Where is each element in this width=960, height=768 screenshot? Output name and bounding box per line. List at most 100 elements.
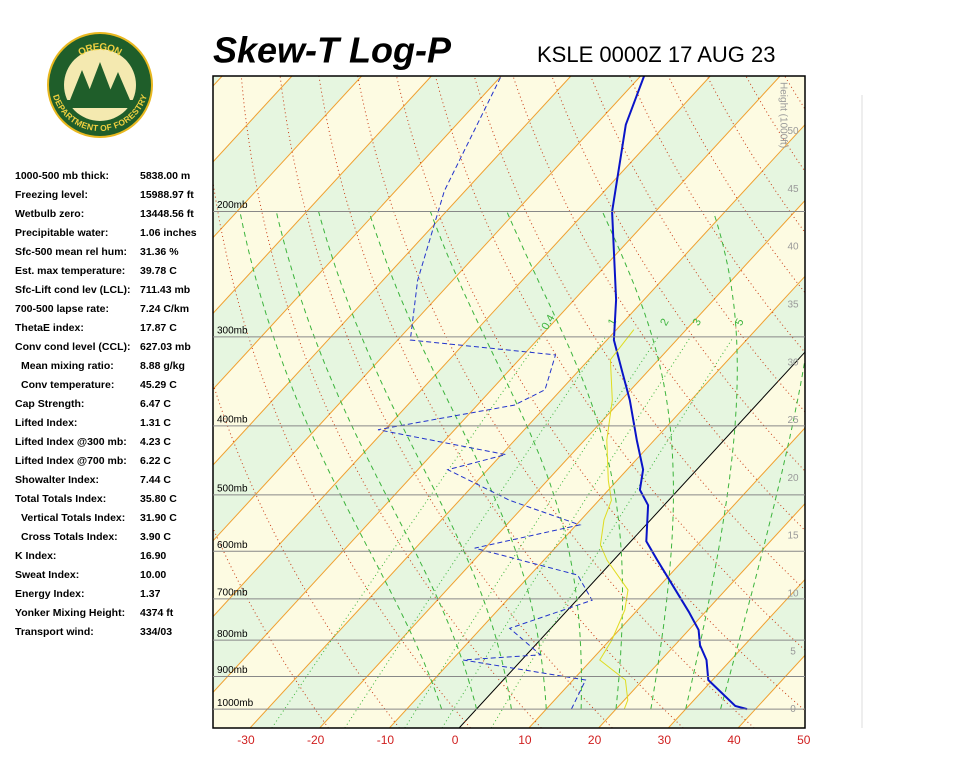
stat-value: 4.23 C (140, 436, 171, 448)
isotherm (213, 76, 502, 390)
stat-value: 7.44 C (140, 474, 171, 486)
x-tick-label: 0 (452, 733, 459, 747)
stat-value: 711.43 mb (140, 284, 190, 296)
stat-label: Energy Index: (15, 588, 84, 600)
mixing-ratio-line (490, 336, 734, 728)
stat-label: Cross Totals Index: (21, 531, 118, 543)
dry-adiabat (551, 76, 805, 472)
isotherm-band (213, 76, 805, 728)
height-axis-title: Height (1000ft) (777, 82, 788, 148)
stat-label: Conv temperature: (21, 379, 114, 391)
isotherm (249, 123, 805, 728)
x-tick-label: 50 (797, 733, 811, 747)
moist-adiabat (239, 211, 443, 710)
isotherm (213, 76, 781, 694)
height-label: 30 (787, 357, 799, 368)
stat-value: 1.06 inches (140, 227, 197, 239)
stat-label: K Index: (15, 550, 56, 562)
dry-adiabat (279, 76, 613, 728)
pressure-label: 700mb (217, 587, 248, 598)
pressure-label: 400mb (217, 414, 248, 425)
mixing-ratio-label: 3 (691, 317, 704, 328)
chart-subtitle: KSLE 0000Z 17 AUG 23 (537, 42, 776, 67)
isotherm (808, 76, 960, 728)
logo-trees (70, 62, 130, 104)
stat-label: Conv cond level (CCL): (15, 341, 131, 353)
dry-adiabat (434, 76, 805, 651)
dry-adiabat (940, 76, 960, 728)
stat-value: 1.31 C (140, 417, 171, 429)
stat-value: 31.36 % (140, 246, 179, 258)
height-label: 40 (787, 242, 799, 253)
isotherm (528, 427, 805, 728)
height-label: 5 (790, 646, 796, 657)
stat-value: 1.37 (140, 588, 161, 600)
isotherm (389, 275, 805, 728)
stat-label: Est. max temperature: (15, 265, 125, 277)
height-label: 35 (787, 300, 799, 311)
stat-label: Sfc-500 mean rel hum: (15, 246, 127, 258)
x-tick-label: -20 (307, 733, 325, 747)
stat-value: 13448.56 ft (140, 208, 194, 220)
stat-label: Lifted Index @700 mb: (15, 455, 127, 467)
stat-label: 700-500 lapse rate: (15, 303, 109, 315)
height-label: 0 (790, 704, 796, 715)
dry-adiabat (213, 178, 471, 728)
moist-adiabat (318, 211, 512, 710)
dry-adiabat (213, 382, 400, 728)
isotherm (458, 351, 805, 728)
plot-area: 0.4 1 2 3 5 (213, 76, 960, 728)
isotherm (213, 76, 711, 618)
moist-adiabat (506, 211, 624, 710)
stat-label: Yonker Mixing Height: (15, 607, 125, 619)
dry-adiabat (862, 76, 960, 728)
stat-value: 7.24 C/km (140, 303, 189, 315)
stat-label: Sweat Index: (15, 569, 79, 581)
mixing-ratio-line (271, 336, 542, 728)
stat-label: ThetaE index: (15, 322, 84, 334)
height-label: 50 (787, 126, 799, 137)
stat-value: 4374 ft (140, 607, 174, 619)
stat-label: 1000-500 mb thick: (15, 170, 109, 182)
pressure-label: 800mb (217, 629, 248, 640)
stat-value: 39.78 C (140, 265, 177, 277)
stat-label: Wetbulb zero: (15, 208, 84, 220)
profile-line (611, 76, 748, 711)
mixing-ratio-label: 1 (606, 317, 619, 328)
isotherm (319, 199, 805, 728)
stat-label: Total Totals Index: (15, 493, 106, 505)
moist-adiabat (368, 211, 547, 710)
stat-label: Lifted Index @300 mb: (15, 436, 127, 448)
isotherm-band (878, 76, 960, 728)
isotherm (667, 578, 805, 728)
dry-adiabat (784, 76, 805, 110)
pressure-label: 500mb (217, 483, 248, 494)
isotherm (213, 76, 363, 239)
moist-adiabat (720, 356, 805, 710)
stat-value: 3.90 C (140, 531, 171, 543)
stat-label: Lifted Index: (15, 417, 77, 429)
stat-value: 627.03 mb (140, 341, 191, 353)
moist-adiabat (685, 211, 738, 710)
pressure-label: 1000mb (217, 698, 254, 709)
mixing-ratio-label: 2 (658, 317, 671, 328)
stat-value: 31.90 C (140, 512, 177, 524)
logo: OREGON DEPARTMENT OF FORESTRY (47, 32, 153, 138)
stat-label: Precipitable water: (15, 227, 108, 239)
stat-value: 5838.00 m (140, 170, 190, 182)
pressure-label: 200mb (217, 200, 248, 211)
profile-line (599, 329, 635, 710)
pressure-label: 300mb (217, 326, 248, 337)
height-label: 15 (787, 531, 799, 542)
height-label: 20 (787, 473, 799, 484)
stat-value: 15988.97 ft (140, 189, 194, 201)
height-label: 45 (787, 184, 799, 195)
stat-label: Sfc-Lift cond lev (LCL): (15, 284, 131, 296)
height-label: 25 (787, 415, 799, 426)
stat-label: Freezing level: (15, 189, 88, 201)
x-tick-label: 10 (518, 733, 532, 747)
stat-label: Showalter Index: (15, 474, 99, 486)
isotherm (598, 502, 805, 728)
moist-adiabat (275, 211, 477, 710)
